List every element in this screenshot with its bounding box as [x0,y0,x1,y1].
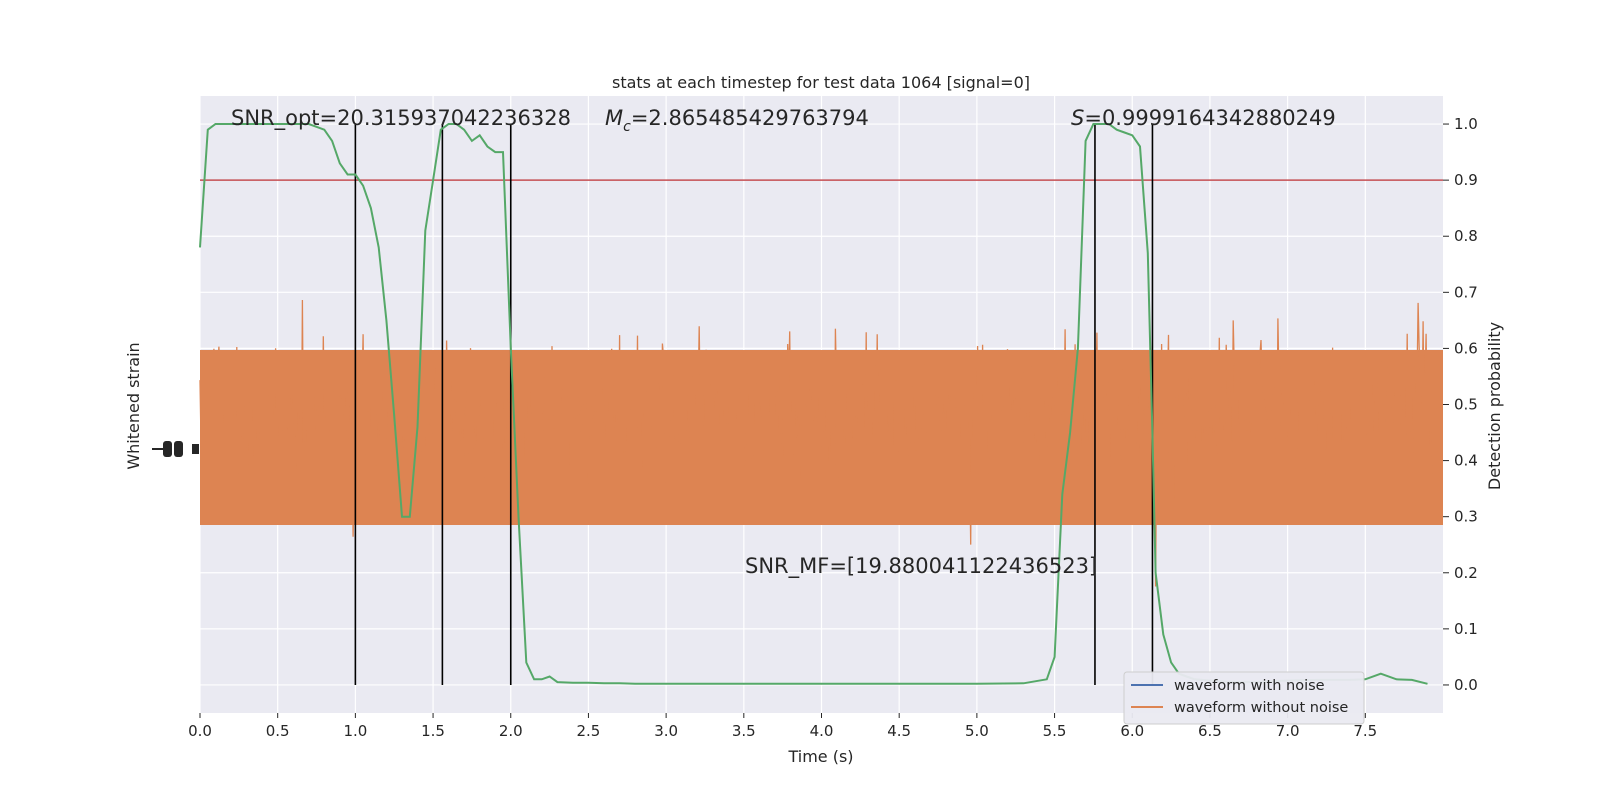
chart-title: stats at each timestep for test data 106… [612,73,1030,92]
x-tick-label: 6.0 [1120,722,1144,740]
x-tick-label: 1.5 [421,722,445,740]
x-axis-label: Time (s) [787,747,853,766]
x-tick-label: 0.0 [188,722,212,740]
x-tick-label: 3.5 [732,722,756,740]
legend-label-with-noise: waveform with noise [1174,678,1325,694]
x-tick-label: 3.0 [654,722,678,740]
y-tick-label: 0.4 [1454,452,1478,470]
left-axis-tick-cluster [152,441,199,457]
y-tick-label: 0.2 [1454,564,1478,582]
left-axis-label: Whitened strain [124,342,143,469]
x-tick-label: 7.5 [1353,722,1377,740]
x-tick-label: 5.5 [1043,722,1067,740]
x-tick-label: 4.5 [887,722,911,740]
y-axis-ticks: 0.0 0.1 0.2 0.3 0.4 0.5 0.6 0.7 0.8 0.9 1.0 [1443,115,1478,694]
snr-opt-annotation: SNR_opt=20.315937042236328 [231,106,571,131]
y-tick-label: 0.3 [1454,508,1478,526]
x-tick-label: 6.5 [1198,722,1222,740]
x-tick-label: 7.0 [1276,722,1300,740]
y-tick-label: 1.0 [1454,115,1478,133]
x-tick-label: 1.0 [343,722,367,740]
x-axis-ticks: 0.0 0.5 1.0 1.5 2.0 2.5 3.0 3.5 4.0 4.5 5.0 5.5 6.0 6… [188,713,1377,740]
y-tick-label: 0.7 [1454,283,1478,301]
x-tick-label: 2.5 [577,722,601,740]
y-tick-label: 0.6 [1454,339,1478,357]
y-tick-label: 0.9 [1454,171,1478,189]
y-tick-label: 0.5 [1454,396,1478,414]
snr-mf-annotation: SNR_MF=[19.880041122436523] [745,554,1097,579]
y-tick-label: 0.8 [1454,227,1478,245]
chirp-mass-annotation: Mc=2.865485429763794 [605,106,869,135]
right-axis-label: Detection probability [1485,322,1504,490]
legend: waveform with noise waveform without noi… [1123,671,1365,725]
x-tick-label: 5.0 [965,722,989,740]
noise-trace [199,299,1443,587]
noise-series [199,299,1443,587]
x-tick-label: 2.0 [499,722,523,740]
y-tick-label: 0.1 [1454,620,1478,638]
x-tick-label: 0.5 [266,722,290,740]
legend-label-without-noise: waveform without noise [1174,700,1348,716]
y-tick-label: 0.0 [1454,676,1478,694]
s-annotation: S=0.9999164342880249 [1071,106,1336,130]
x-tick-label: 4.0 [810,722,834,740]
